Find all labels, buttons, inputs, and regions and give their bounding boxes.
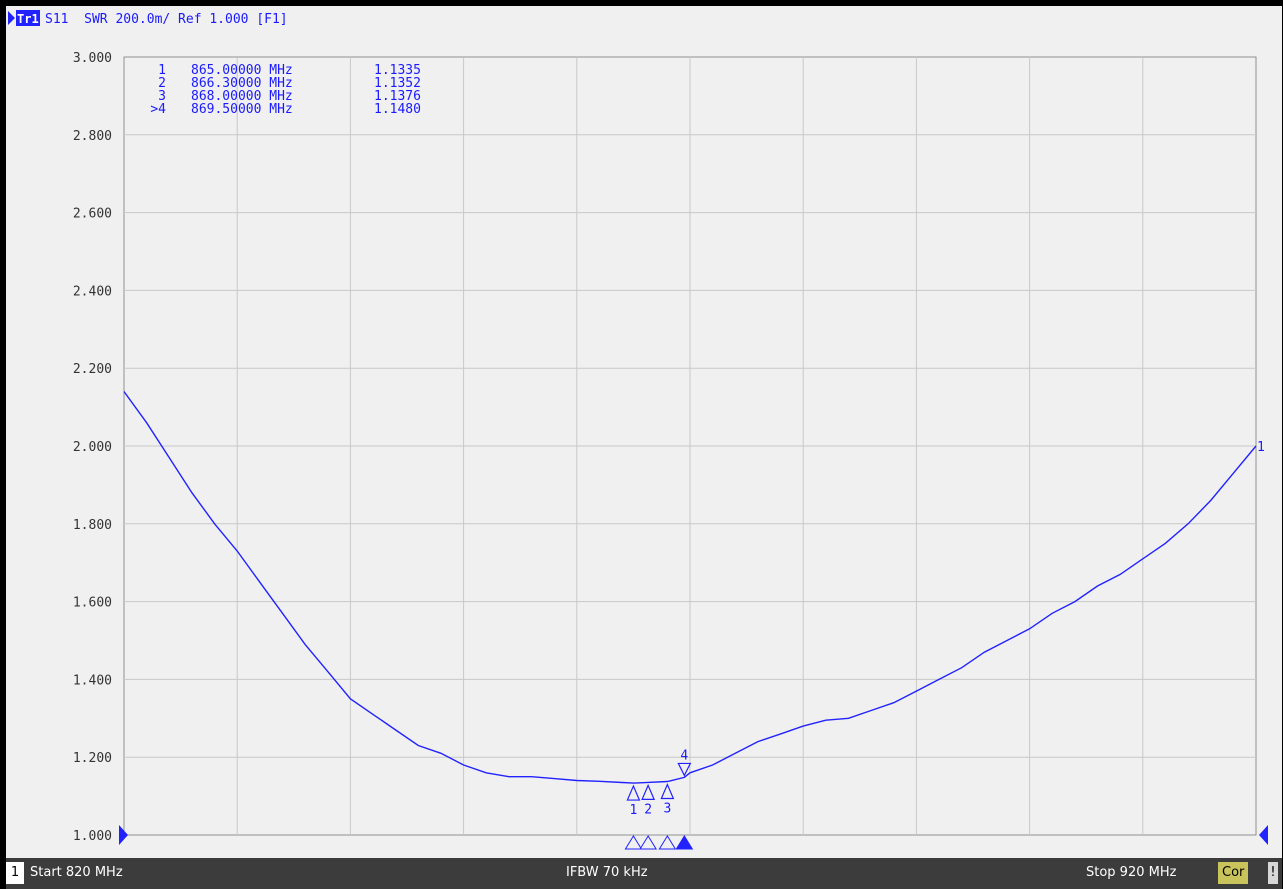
plot-grid (123, 56, 1257, 836)
swr-chart: Tr1 S11 SWR 200.0m/ Ref 1.000 [F1] 3.000… (8, 10, 1268, 850)
marker-table-num: 3 (158, 89, 166, 104)
stop-frequency[interactable]: Stop 920 MHz (1086, 865, 1177, 880)
start-frequency[interactable]: Start 820 MHz (30, 865, 123, 880)
marker-table-value: 1.1376 (374, 89, 421, 104)
marker-table-value: 1.1480 (374, 102, 421, 117)
marker-table-num: 1 (158, 63, 166, 78)
y-tick-label: 1.600 (73, 596, 112, 611)
marker-table-freq: 868.00000 MHz (191, 89, 293, 104)
trace-badge-bg (16, 10, 40, 26)
marker-3-position-icon[interactable] (658, 835, 677, 850)
marker-4-position-icon[interactable] (675, 835, 694, 850)
swr-trace-line (123, 391, 1257, 784)
reference-level-right-icon[interactable] (1259, 825, 1268, 845)
y-tick-label: 2.600 (73, 207, 112, 222)
y-tick-label: 3.000 (73, 51, 112, 66)
y-tick-label: 2.400 (73, 284, 112, 299)
marker-1-position-icon[interactable] (624, 835, 643, 850)
status-bar: 1 Start 820 MHz IFBW 70 kHz Stop 920 MHz… (6, 858, 1282, 889)
marker-table-num: >4 (150, 102, 166, 117)
trace-badge: Tr1 (17, 12, 39, 26)
measurement-screen: Tr1 S11 SWR 200.0m/ Ref 1.000 [F1] 3.000… (6, 6, 1282, 858)
marker-4-icon[interactable] (677, 762, 692, 777)
trace-layer: 1 (123, 391, 1265, 784)
marker-4-label: 4 (680, 748, 688, 763)
marker-2-position-icon[interactable] (639, 835, 658, 850)
trace-info: S11 SWR 200.0m/ Ref 1.000 [F1] (45, 12, 288, 27)
channel-indicator[interactable]: 1 (6, 862, 24, 884)
marker-table-value: 1.1352 (374, 76, 421, 91)
markers-layer[interactable]: 1 2 3 4 (624, 748, 694, 850)
marker-table-freq: 869.50000 MHz (191, 102, 293, 117)
marker-2-icon[interactable] (641, 783, 656, 801)
y-tick-label: 2.200 (73, 362, 112, 377)
y-tick-label: 1.200 (73, 751, 112, 766)
trace-header[interactable]: Tr1 S11 SWR 200.0m/ Ref 1.000 [F1] (8, 10, 288, 27)
marker-3-label: 3 (663, 801, 671, 816)
y-axis-ticks: 3.000 2.800 2.600 2.400 2.200 2.000 1.800 1.600… (73, 51, 112, 844)
active-trace-arrow-icon (8, 11, 15, 25)
y-tick-label: 1.400 (73, 673, 112, 688)
y-tick-label: 2.000 (73, 440, 112, 455)
y-tick-label: 1.800 (73, 518, 112, 533)
if-bandwidth[interactable]: IFBW 70 kHz (566, 865, 648, 880)
marker-table: 1 865.00000 MHz 1.1335 2 866.30000 MHz 1.1352… (150, 63, 421, 117)
reference-level-left-icon[interactable] (119, 825, 128, 845)
marker-table-value: 1.1335 (374, 63, 421, 78)
marker-3-icon[interactable] (660, 782, 675, 800)
trace-end-label: 1 (1257, 440, 1265, 455)
marker-1-label: 1 (629, 803, 637, 818)
marker-table-freq: 865.00000 MHz (191, 63, 293, 78)
marker-1-icon[interactable] (626, 784, 641, 801)
correction-badge[interactable]: Cor (1218, 862, 1249, 884)
warning-indicator[interactable]: ! (1268, 862, 1278, 884)
marker-table-num: 2 (158, 76, 166, 91)
y-tick-label: 2.800 (73, 129, 112, 144)
marker-2-label: 2 (644, 802, 652, 817)
marker-table-freq: 866.30000 MHz (191, 76, 293, 91)
reference-indicators (119, 825, 1268, 845)
y-tick-label: 1.000 (73, 829, 112, 844)
